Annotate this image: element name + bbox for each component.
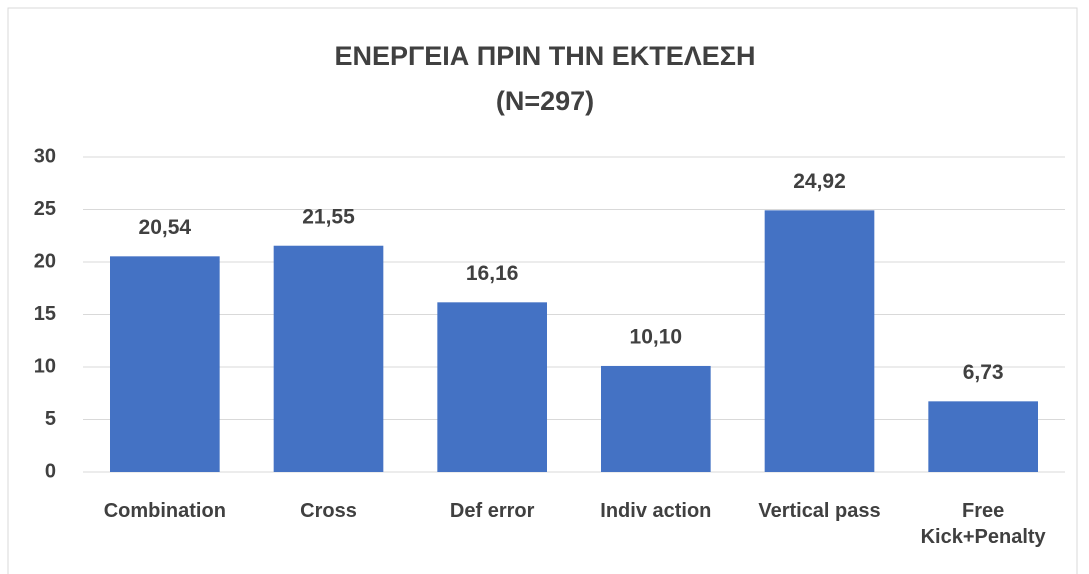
chart-subtitle: (N=297) [496,86,594,116]
bar [764,210,875,472]
x-tick-label: Def error [449,500,535,522]
chart-title: ΕΝΕΡΓΕΙΑ ΠΡΙΝ ΤΗΝ ΕΚΤΕΛΕΣΗ [335,41,756,71]
value-label: 21,55 [302,205,355,228]
y-tick-label: 5 [45,408,56,430]
y-tick-label: 25 [34,198,56,220]
bar [437,302,547,472]
value-label: 16,16 [466,262,519,285]
x-tick-label: Indiv action [600,500,712,522]
bar [273,245,384,472]
x-tick-label: Combination [103,500,226,522]
bar [601,365,711,472]
y-tick-label: 20 [34,250,56,272]
value-label: 20,54 [139,216,192,239]
x-tick-label: Cross [300,500,357,522]
y-tick-label: 0 [45,460,56,482]
x-tick-label: Vertical pass [758,500,881,522]
y-tick-label: 15 [34,303,56,325]
value-label: 10,10 [630,325,683,348]
value-label: 24,92 [793,170,846,193]
bar [110,256,220,472]
y-tick-label: 30 [34,145,56,167]
value-label: 6,73 [963,361,1004,384]
bar [928,401,1038,472]
y-tick-label: 10 [34,355,56,377]
x-tick-label: Free Kick+Penalty [920,500,1046,548]
